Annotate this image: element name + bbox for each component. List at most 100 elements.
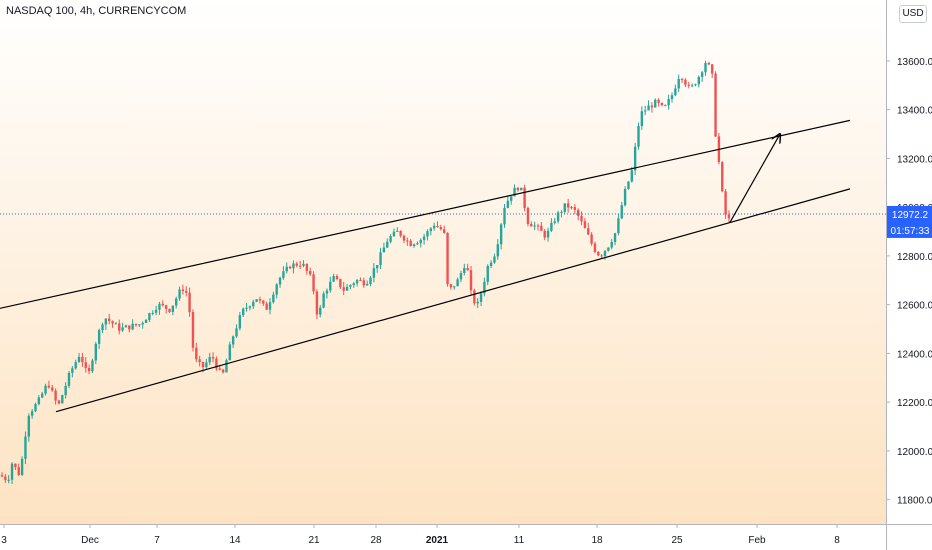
candle-body xyxy=(409,240,412,247)
candle-body xyxy=(620,205,623,219)
candle-body xyxy=(255,299,258,302)
candle-body xyxy=(429,228,432,232)
candle-body xyxy=(520,187,523,191)
candle-body xyxy=(459,273,463,280)
candle-body xyxy=(419,239,422,244)
candle-body xyxy=(496,244,499,257)
time-tick-label: 21 xyxy=(308,535,320,546)
candle-body xyxy=(483,281,486,294)
candle-body xyxy=(412,244,416,247)
candle-body xyxy=(657,99,660,103)
candle-body xyxy=(583,221,587,229)
time-tick-label: 11 xyxy=(514,535,525,546)
candle-body xyxy=(469,270,473,291)
projection-arrow[interactable] xyxy=(729,134,780,223)
candle-body xyxy=(282,271,285,278)
candle-body xyxy=(168,308,171,312)
candle-body xyxy=(724,191,727,215)
candle-body xyxy=(329,281,332,291)
candle-body xyxy=(453,286,456,288)
candle-body xyxy=(81,356,84,363)
candle-body xyxy=(697,76,700,85)
time-tick-label: 14 xyxy=(229,535,241,546)
candle-body xyxy=(687,84,690,86)
candle-body xyxy=(650,105,654,108)
current-price-label: 12972.2 xyxy=(892,210,929,221)
candle-body xyxy=(506,200,510,208)
price-tick-label: 12400.0 xyxy=(897,349,932,360)
candle-body xyxy=(278,277,282,285)
candle-body xyxy=(677,79,680,89)
candle-body xyxy=(556,212,560,222)
candle-body xyxy=(473,290,476,304)
candle-body xyxy=(238,315,242,329)
candle-body xyxy=(292,263,295,269)
candle-body xyxy=(339,279,342,288)
candle-body xyxy=(523,187,526,208)
candle-body xyxy=(603,250,607,257)
price-tick-label: 13200.0 xyxy=(897,154,932,165)
time-tick-label: 2021 xyxy=(426,535,449,546)
candle-body xyxy=(27,415,30,437)
chart-title: NASDAQ 100, 4h, CURRENCYCOM xyxy=(6,5,187,17)
channel-upper-line[interactable] xyxy=(0,119,851,309)
candle-body xyxy=(10,463,14,480)
candle-body xyxy=(590,234,593,244)
candle-body xyxy=(386,241,389,248)
candle-body xyxy=(285,266,288,272)
candle-body xyxy=(486,266,489,282)
time-axis[interactable]: 3 Dec 7 14 21 28 2021 11 18 25 Feb 8 xyxy=(0,524,932,546)
candle-body xyxy=(449,284,453,288)
time-tick-label: 28 xyxy=(370,535,382,546)
candle-body xyxy=(700,72,704,77)
candle-body xyxy=(355,280,359,284)
candle-body xyxy=(221,369,225,373)
candle-body xyxy=(516,187,520,191)
candle-body xyxy=(670,95,674,99)
candle-body xyxy=(563,203,566,212)
candle-body xyxy=(536,225,540,227)
candle-body xyxy=(154,309,158,313)
channel-lower-line[interactable] xyxy=(55,188,851,413)
candle-body xyxy=(633,146,637,171)
candle-body xyxy=(711,64,714,74)
candle-body xyxy=(704,62,707,73)
candle-body xyxy=(94,343,97,361)
price-axis[interactable]: 11800.0 12000.0 12200.0 12400.0 12600.0 12800… xyxy=(886,0,932,550)
candle-body xyxy=(64,385,67,396)
candle-body xyxy=(335,276,339,280)
candle-body xyxy=(242,308,245,316)
candle-body xyxy=(295,263,298,266)
candle-body xyxy=(600,255,603,257)
candle-body xyxy=(215,358,218,369)
current-price-badge xyxy=(887,205,932,238)
candle-body xyxy=(305,263,309,271)
candle-body xyxy=(71,368,74,373)
candle-body xyxy=(587,228,590,235)
price-tick-label: 12000.0 xyxy=(897,447,932,458)
candle-body xyxy=(432,225,436,229)
candle-body xyxy=(493,256,496,263)
candles xyxy=(0,60,731,485)
candle-body xyxy=(727,214,731,219)
time-tick-label: 25 xyxy=(671,535,683,546)
price-tick-label: 13600.0 xyxy=(897,57,932,68)
candle-body xyxy=(680,79,684,81)
candle-body xyxy=(228,344,231,361)
candle-body xyxy=(359,280,362,282)
candle-body xyxy=(128,325,131,330)
trend-drawings[interactable] xyxy=(0,119,851,413)
candle-body xyxy=(566,203,570,208)
candle-body xyxy=(208,357,211,363)
candle-body xyxy=(396,230,399,232)
candle-body xyxy=(67,372,71,386)
candle-body xyxy=(171,305,175,312)
candle-body xyxy=(84,362,87,368)
candle-body xyxy=(14,463,17,468)
currency-button[interactable]: USD xyxy=(899,5,927,23)
candle-body xyxy=(664,105,667,107)
candle-body xyxy=(560,211,563,213)
candle-body xyxy=(654,99,657,108)
